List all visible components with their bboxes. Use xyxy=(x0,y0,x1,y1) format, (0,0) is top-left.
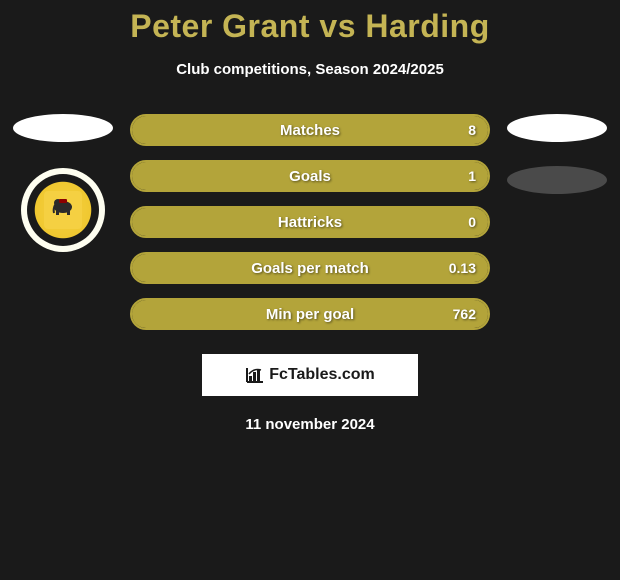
stat-bar: Matches 8 xyxy=(130,114,490,146)
comparison-widget: Peter Grant vs Harding Club competitions… xyxy=(0,0,620,433)
club-badge-placeholder-right xyxy=(507,166,607,194)
stat-bar: Goals per match 0.13 xyxy=(130,252,490,284)
stat-label: Hattricks xyxy=(278,214,342,231)
left-player-column xyxy=(8,114,118,330)
stats-column: Matches 8 Goals 1 Hattricks 0 Goals per match 0… xyxy=(118,114,502,330)
badge-ring xyxy=(27,174,99,246)
brand-name: FcTables.com xyxy=(269,366,375,384)
subtitle: Club competitions, Season 2024/2025 xyxy=(0,61,620,78)
club-badge-left xyxy=(21,168,105,252)
stat-value-right: 0.13 xyxy=(449,260,476,276)
stat-label: Min per goal xyxy=(266,306,354,323)
stat-bar: Min per goal 762 xyxy=(130,298,490,330)
chart-icon xyxy=(245,366,265,384)
main-comparison-area: Matches 8 Goals 1 Hattricks 0 Goals per match 0… xyxy=(0,114,620,330)
elephant-icon xyxy=(50,197,76,215)
stat-value-right: 8 xyxy=(468,122,476,138)
stat-label: Goals per match xyxy=(251,260,369,277)
stat-label: Matches xyxy=(280,122,340,139)
stat-label: Goals xyxy=(289,168,331,185)
page-title: Peter Grant vs Harding xyxy=(0,8,620,45)
date-text: 11 november 2024 xyxy=(0,416,620,433)
brand-footer[interactable]: FcTables.com xyxy=(202,354,418,396)
player-photo-placeholder-right xyxy=(507,114,607,142)
stat-bar: Hattricks 0 xyxy=(130,206,490,238)
badge-shield xyxy=(44,191,82,229)
right-player-column xyxy=(502,114,612,330)
player-photo-placeholder-left xyxy=(13,114,113,142)
stat-value-right: 0 xyxy=(468,214,476,230)
stat-value-right: 762 xyxy=(453,306,476,322)
stat-value-right: 1 xyxy=(468,168,476,184)
stat-bar: Goals 1 xyxy=(130,160,490,192)
